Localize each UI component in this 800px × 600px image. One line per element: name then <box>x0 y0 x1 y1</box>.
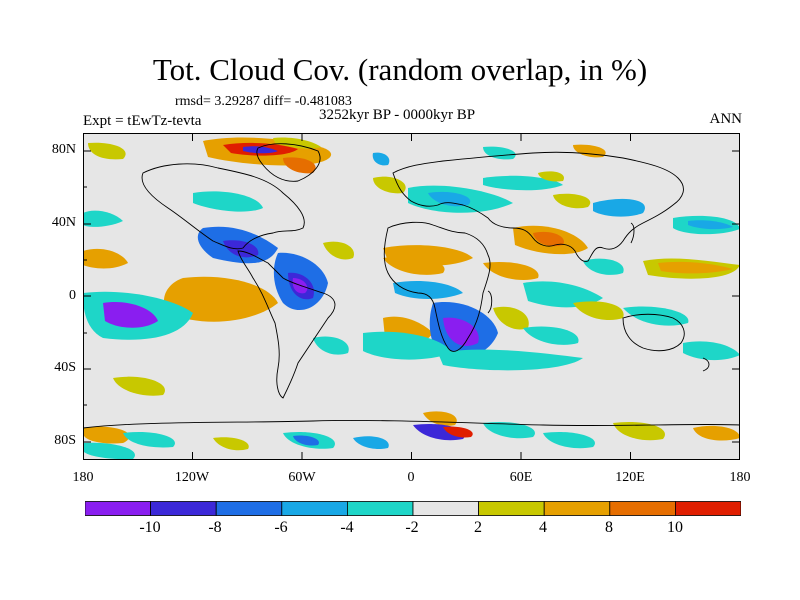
colorbar-cell <box>543 501 611 516</box>
anomaly-region <box>688 220 733 230</box>
anomaly-region <box>383 256 445 275</box>
anomaly-region <box>593 198 645 217</box>
anomaly-region <box>533 231 564 247</box>
coastline <box>383 221 491 352</box>
coastline <box>702 357 710 372</box>
lon-tick-label: 120W <box>174 470 210 485</box>
colorbar-cell <box>215 501 283 516</box>
anomaly-region <box>428 191 471 207</box>
anomaly-region <box>243 146 278 154</box>
anomaly-region <box>372 152 390 166</box>
lon-tick-label: 60W <box>288 470 316 485</box>
anomaly-region <box>523 326 579 345</box>
lat-tick-label: 40N <box>51 215 76 230</box>
lat-tick-label: 40S <box>54 360 76 375</box>
anomaly-region <box>393 281 463 299</box>
anomaly-region <box>273 137 321 149</box>
anomaly-region <box>323 241 354 260</box>
anomaly-region <box>613 421 665 441</box>
anomaly-region <box>213 437 249 451</box>
anomaly-region <box>283 157 316 174</box>
anomaly-region <box>543 431 595 449</box>
anomaly-region <box>83 248 128 269</box>
colorbar-label: 2 <box>474 519 482 536</box>
lon-tick-label: 0 <box>407 470 415 485</box>
season-label: ANN <box>709 111 743 127</box>
coastline <box>237 250 336 399</box>
colorbar-cell <box>150 501 217 516</box>
colorbar-label: 4 <box>539 519 547 536</box>
anomaly-region <box>683 341 740 361</box>
anomaly-region <box>293 435 319 446</box>
anomaly-region <box>443 317 479 346</box>
anomaly-region <box>373 176 406 194</box>
anomaly-region <box>483 261 539 281</box>
anomaly-region <box>523 281 603 308</box>
colorbar-label: 10 <box>667 519 683 536</box>
anomaly-region <box>83 426 130 444</box>
period-line: 3252kyr BP - 0000kyr BP <box>319 107 476 123</box>
anomaly-region <box>83 442 135 460</box>
colorbar-cell <box>675 501 741 516</box>
lon-tick-label: 180 <box>72 470 94 485</box>
anomaly-region <box>113 376 165 396</box>
anomaly-region <box>353 436 389 449</box>
anomaly-region <box>553 193 591 209</box>
anomaly-region <box>493 306 529 330</box>
anomaly-region <box>123 431 175 448</box>
anomaly-region <box>83 210 123 227</box>
anomaly-region <box>583 258 624 275</box>
experiment-label: Expt = tEwTz-tevta <box>83 113 202 129</box>
map-title: Tot. Cloud Cov. (random overlap, in %) <box>152 52 648 87</box>
coastline <box>392 151 684 262</box>
anomaly-region <box>438 349 583 371</box>
colorbar-cell <box>85 501 151 516</box>
anomaly-region <box>693 425 740 441</box>
colorbar-label: 8 <box>605 519 613 536</box>
coastlines <box>83 143 740 429</box>
axis-ticks <box>83 133 740 460</box>
anomaly-region <box>88 142 126 160</box>
anomaly-region <box>103 302 158 328</box>
anomaly-region <box>313 336 349 355</box>
coastline <box>141 163 305 250</box>
coastline <box>622 313 685 352</box>
lon-tick-label: 60E <box>509 470 533 485</box>
anomaly-region <box>623 306 689 326</box>
anomaly-region <box>163 276 278 322</box>
colorbar-label: -8 <box>208 519 222 536</box>
cloud-cover-map <box>83 133 740 460</box>
anomaly-region <box>483 175 563 191</box>
colorbar-cell <box>478 501 545 516</box>
lon-tick-label: 180 <box>729 470 751 485</box>
lon-tick-label: 120E <box>615 470 645 485</box>
stats-line: rmsd= 3.29287 diff= -0.481083 <box>175 94 352 109</box>
anomaly-region <box>538 171 564 182</box>
colorbar-label: -4 <box>340 519 354 536</box>
colorbar-cell <box>412 501 479 516</box>
anomaly-region <box>363 331 453 360</box>
colorbar-label: -6 <box>274 519 288 536</box>
colorbar-label: -2 <box>405 519 419 536</box>
colorbar <box>85 501 741 516</box>
anomaly-region <box>483 421 535 439</box>
coastline <box>83 420 740 429</box>
lat-tick-label: 0 <box>69 288 76 303</box>
lat-tick-label: 80S <box>54 433 76 448</box>
anomaly-region <box>443 426 473 438</box>
anomaly-region <box>658 261 733 274</box>
lat-tick-label: 80N <box>51 142 76 157</box>
colorbar-cell <box>346 501 414 516</box>
anomaly-region <box>573 301 624 321</box>
colorbar-label: -10 <box>139 519 161 536</box>
coastline <box>256 143 321 182</box>
coastline <box>487 290 493 314</box>
colorbar-cell <box>609 501 676 516</box>
colorbar-cell <box>281 501 348 516</box>
coastline <box>630 222 635 244</box>
anomaly-region <box>193 191 263 212</box>
